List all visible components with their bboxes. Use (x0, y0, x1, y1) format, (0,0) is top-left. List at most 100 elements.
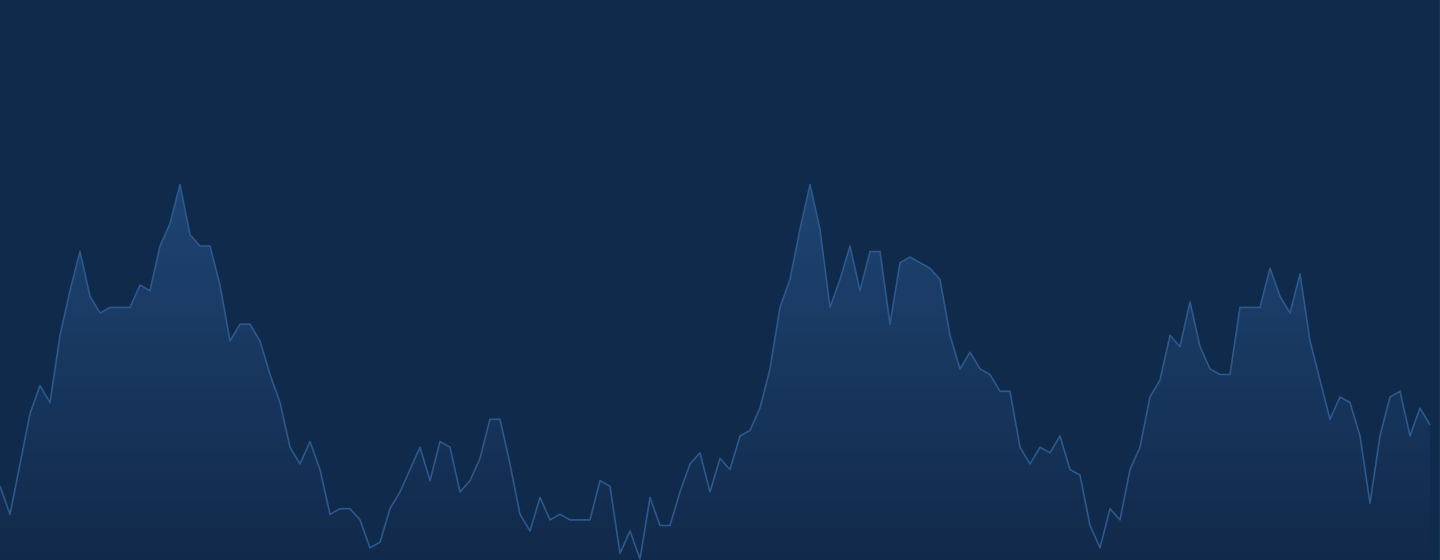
data-point (1299, 273, 1301, 275)
data-point (1339, 396, 1341, 398)
data-point (529, 530, 531, 532)
data-point (149, 290, 151, 292)
data-point (439, 441, 441, 443)
data-point (519, 514, 521, 516)
data-point (999, 391, 1001, 393)
data-point (579, 519, 581, 521)
data-point (69, 290, 71, 292)
data-point (469, 480, 471, 482)
data-point (199, 245, 201, 247)
data-point (919, 262, 921, 264)
data-point (119, 307, 121, 309)
data-point (19, 463, 21, 465)
data-point (409, 469, 411, 471)
data-point (59, 335, 61, 337)
data-point (1279, 296, 1281, 298)
data-point (429, 480, 431, 482)
data-point (349, 508, 351, 510)
data-point (169, 223, 171, 225)
data-point (909, 256, 911, 258)
data-point (679, 491, 681, 493)
data-point (1129, 469, 1131, 471)
data-point (209, 245, 211, 247)
data-point (1029, 463, 1031, 465)
data-point (339, 508, 341, 510)
data-point (449, 446, 451, 448)
data-point (29, 413, 31, 415)
series-line (0, 183, 1431, 560)
data-point (239, 323, 241, 325)
data-point (289, 446, 291, 448)
data-point (1179, 346, 1181, 348)
data-point (569, 519, 571, 521)
data-point (1319, 379, 1321, 381)
data-point (299, 463, 301, 465)
data-point (789, 279, 791, 281)
data-point (809, 184, 811, 186)
data-point (229, 340, 231, 342)
data-point (489, 419, 491, 421)
data-point (699, 452, 701, 454)
data-point (1199, 346, 1201, 348)
data-point (99, 312, 101, 314)
data-point (1229, 374, 1231, 376)
data-point (559, 514, 561, 516)
data-point (829, 307, 831, 309)
data-point (749, 430, 751, 432)
data-point (259, 340, 261, 342)
data-point (939, 279, 941, 281)
data-point (869, 251, 871, 253)
data-point (9, 514, 11, 516)
data-point (509, 463, 511, 465)
data-point (739, 435, 741, 437)
data-point (949, 335, 951, 337)
data-point (1209, 368, 1211, 370)
data-point (539, 497, 541, 499)
data-point (1259, 307, 1261, 309)
data-point (609, 486, 611, 488)
data-point (249, 323, 251, 325)
data-point (139, 284, 141, 286)
data-point (479, 458, 481, 460)
data-point (39, 385, 41, 387)
data-point (219, 284, 221, 286)
data-point (1159, 379, 1161, 381)
data-point (279, 402, 281, 404)
data-point (269, 374, 271, 376)
data-point (779, 307, 781, 309)
data-point (389, 508, 391, 510)
data-point (719, 458, 721, 460)
data-point (979, 368, 981, 370)
data-point (1359, 435, 1361, 437)
data-point (929, 268, 931, 270)
data-point (819, 228, 821, 230)
data-point (1379, 435, 1381, 437)
data-point (839, 279, 841, 281)
data-point (1049, 452, 1051, 454)
data-point (599, 480, 601, 482)
data-point (459, 491, 461, 493)
data-point (1059, 435, 1061, 437)
data-point (799, 228, 801, 230)
data-point (1369, 502, 1371, 504)
data-point (769, 368, 771, 370)
data-point (649, 497, 651, 499)
data-point (1329, 419, 1331, 421)
data-point (689, 463, 691, 465)
data-point (1169, 335, 1171, 337)
data-point (1149, 396, 1151, 398)
data-point (1039, 446, 1041, 448)
data-point (1079, 474, 1081, 476)
data-point (1139, 446, 1141, 448)
data-point (619, 553, 621, 555)
data-point (659, 525, 661, 527)
data-point (129, 307, 131, 309)
data-point (159, 245, 161, 247)
data-point (329, 514, 331, 516)
data-point (359, 519, 361, 521)
data-point (179, 184, 181, 186)
data-point (79, 251, 81, 253)
data-point (189, 234, 191, 236)
data-point (859, 290, 861, 292)
